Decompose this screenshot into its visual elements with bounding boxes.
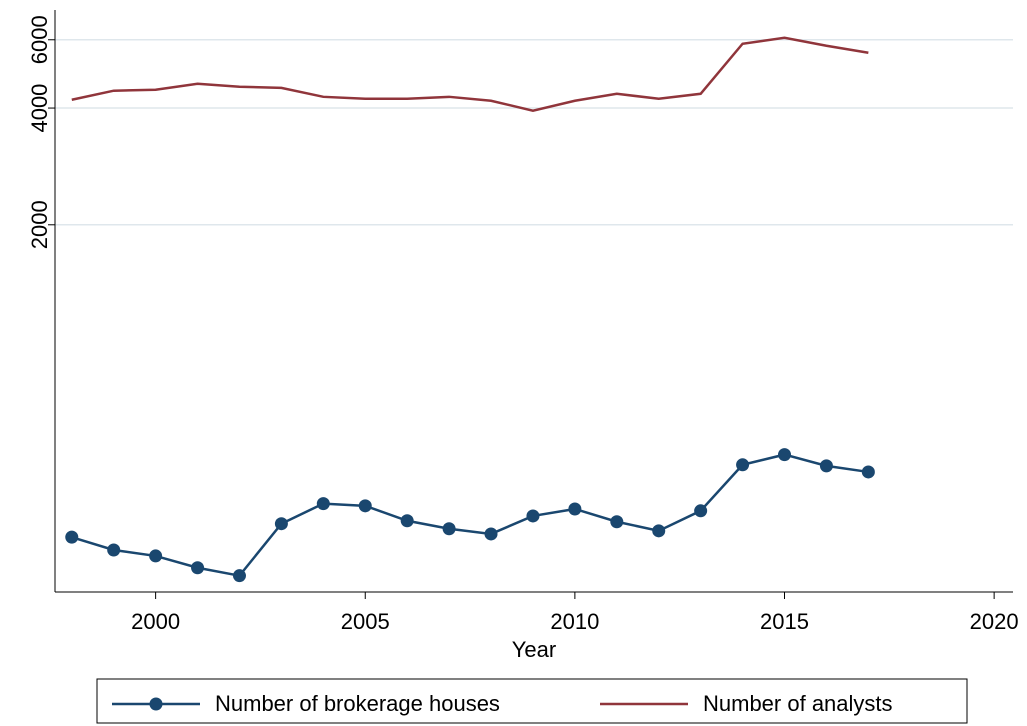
series-marker	[65, 530, 79, 544]
series-line	[71, 453, 869, 578]
series-marker	[861, 465, 875, 479]
series-marker	[400, 514, 414, 528]
series-marker	[316, 497, 330, 511]
series-marker	[526, 509, 540, 523]
series-marker	[778, 448, 792, 462]
series-marker	[694, 504, 708, 518]
x-tick-label: 2015	[760, 609, 809, 634]
series-marker	[484, 527, 498, 541]
series-marker	[568, 502, 582, 516]
series-marker	[819, 459, 833, 473]
legend-marker	[149, 697, 163, 711]
series-marker	[274, 517, 288, 531]
legend-label: Number of brokerage houses	[215, 691, 500, 716]
x-axis-label: Year	[512, 637, 556, 662]
x-tick-label: 2000	[131, 609, 180, 634]
series-marker	[107, 543, 121, 557]
series-line	[71, 36, 869, 113]
series-marker	[442, 522, 456, 536]
series-marker	[736, 458, 750, 472]
x-tick-label: 2020	[970, 609, 1019, 634]
y-tick-label: 6000	[27, 15, 52, 64]
legend-label: Number of analysts	[703, 691, 893, 716]
series-marker	[610, 515, 624, 529]
series-marker	[232, 569, 246, 583]
series-marker	[358, 499, 372, 513]
x-tick-label: 2005	[341, 609, 390, 634]
series-marker	[149, 549, 163, 563]
y-tick-label: 4000	[27, 84, 52, 133]
legend-box	[96, 678, 968, 724]
series-marker	[652, 524, 666, 538]
series-marker	[191, 561, 205, 575]
y-tick-label: 2000	[27, 200, 52, 249]
x-tick-label: 2010	[550, 609, 599, 634]
